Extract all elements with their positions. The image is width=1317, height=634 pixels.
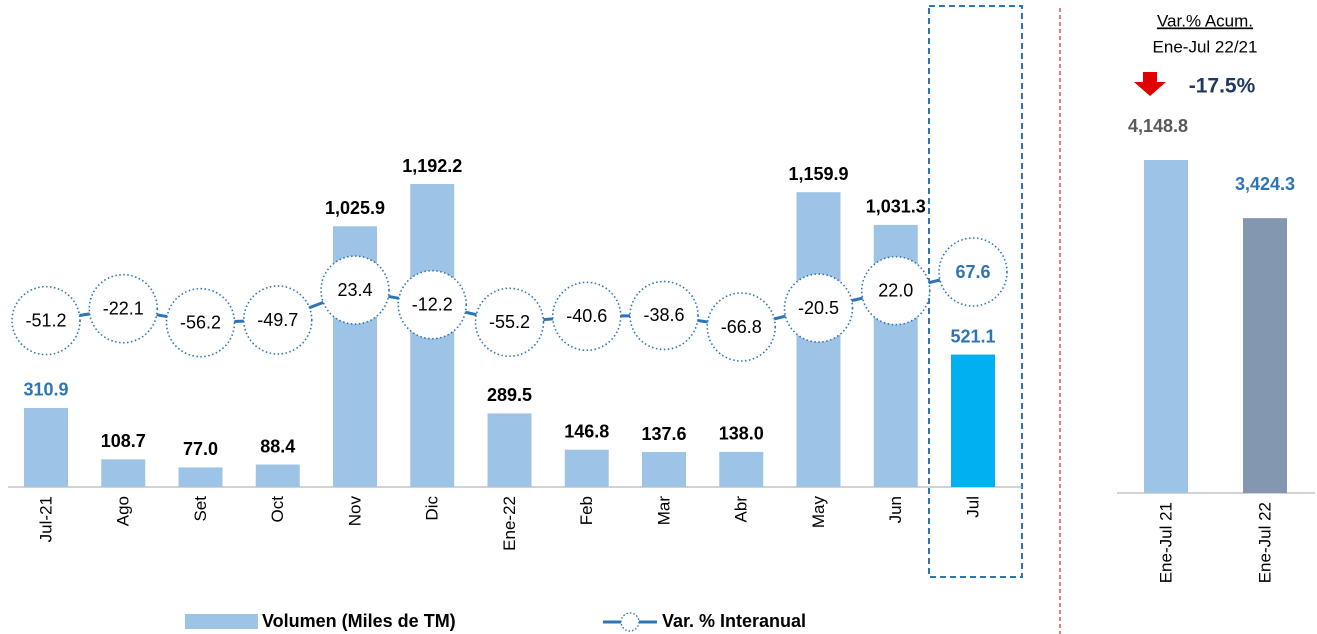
line-value-label: 23.4 xyxy=(337,280,372,300)
line-value-label: -66.8 xyxy=(721,317,762,337)
bar-value-label: 1,025.9 xyxy=(325,198,385,218)
x-tick-label: Oct xyxy=(268,496,287,523)
bar xyxy=(951,354,995,487)
line-marker xyxy=(242,285,313,355)
bar-value-label: 310.9 xyxy=(23,380,68,400)
bar xyxy=(255,464,300,487)
line-marker xyxy=(783,273,854,343)
line-value-label: -55.2 xyxy=(489,312,530,332)
x-tick-label: Jun xyxy=(886,496,905,523)
bar-value-label: 1,031.3 xyxy=(866,197,926,217)
legend-label: Var. % Interanual xyxy=(662,611,806,631)
line-value-label: 67.6 xyxy=(955,262,990,282)
x-tick-label: Dic xyxy=(423,496,442,521)
line-value-label: 22.0 xyxy=(878,280,913,300)
bar xyxy=(642,452,686,487)
bar-value-label: 289.5 xyxy=(487,385,532,405)
bar-value-label: 146.8 xyxy=(564,421,609,441)
bar-value-label: 108.7 xyxy=(101,431,146,451)
line-marker xyxy=(938,237,1008,307)
x-tick-label: Nov xyxy=(345,496,364,527)
bar xyxy=(1243,218,1287,493)
bar xyxy=(487,413,532,487)
bar-value-label: 521.1 xyxy=(950,326,995,346)
line-marker xyxy=(474,287,545,358)
bar xyxy=(719,451,764,487)
line-value-label: -20.5 xyxy=(798,298,839,318)
line-marker xyxy=(397,269,468,340)
line-value-label: -51.2 xyxy=(25,310,66,330)
legend-swatch xyxy=(185,614,258,629)
bar-value-label: 1,192.2 xyxy=(402,156,462,176)
x-tick-label: May xyxy=(809,496,828,529)
line-value-label: -56.2 xyxy=(180,312,221,332)
x-tick-label: Ene-Jul 22 xyxy=(1255,502,1274,583)
line-marker xyxy=(860,255,931,326)
annotation-value: -17.5% xyxy=(1189,75,1256,98)
bar-value-label: 88.4 xyxy=(260,436,295,456)
x-tick-label: Ene-Jul 21 xyxy=(1156,502,1175,583)
line-marker xyxy=(551,281,622,352)
legend-label: Volumen (Miles de TM) xyxy=(262,611,456,631)
x-tick-label: Jul-21 xyxy=(36,496,55,542)
bar xyxy=(178,467,223,487)
line-marker xyxy=(165,287,236,358)
x-tick-label: Mar xyxy=(654,496,673,526)
line-marker xyxy=(11,285,81,356)
bar-value-label: 3,424.3 xyxy=(1235,174,1295,194)
line-value-label: -40.6 xyxy=(566,306,607,326)
bar-value-label: 1,159.9 xyxy=(788,164,848,184)
line-value-label: -49.7 xyxy=(257,310,298,330)
line-marker xyxy=(706,292,777,362)
bar-value-label: 138.0 xyxy=(719,424,764,444)
annotation-title: Var.% Acum. xyxy=(1157,11,1253,30)
bar xyxy=(564,449,609,487)
x-tick-label: Feb xyxy=(577,496,596,525)
line-value-label: -22.1 xyxy=(103,298,144,318)
bar-value-label: 137.6 xyxy=(641,424,686,444)
line-marker xyxy=(320,255,390,325)
line-marker xyxy=(88,273,159,344)
x-tick-label: Abr xyxy=(732,496,751,523)
bar xyxy=(24,407,68,487)
x-tick-label: Jul xyxy=(963,496,982,518)
x-tick-label: Ene-22 xyxy=(500,496,519,551)
line-marker xyxy=(629,280,699,351)
x-tick-label: Set xyxy=(191,496,210,522)
bar xyxy=(1144,160,1188,493)
legend-marker xyxy=(620,612,640,632)
line-value-label: -12.2 xyxy=(412,294,453,314)
change-arrow xyxy=(1134,72,1166,96)
bar xyxy=(101,459,146,487)
annotation-period: Ene-Jul 22/21 xyxy=(1153,37,1258,56)
bar-value-label: 4,148.8 xyxy=(1128,116,1188,136)
line-value-label: -38.6 xyxy=(643,305,684,325)
bar-value-label: 77.0 xyxy=(183,439,218,459)
x-tick-label: Ago xyxy=(114,496,133,526)
